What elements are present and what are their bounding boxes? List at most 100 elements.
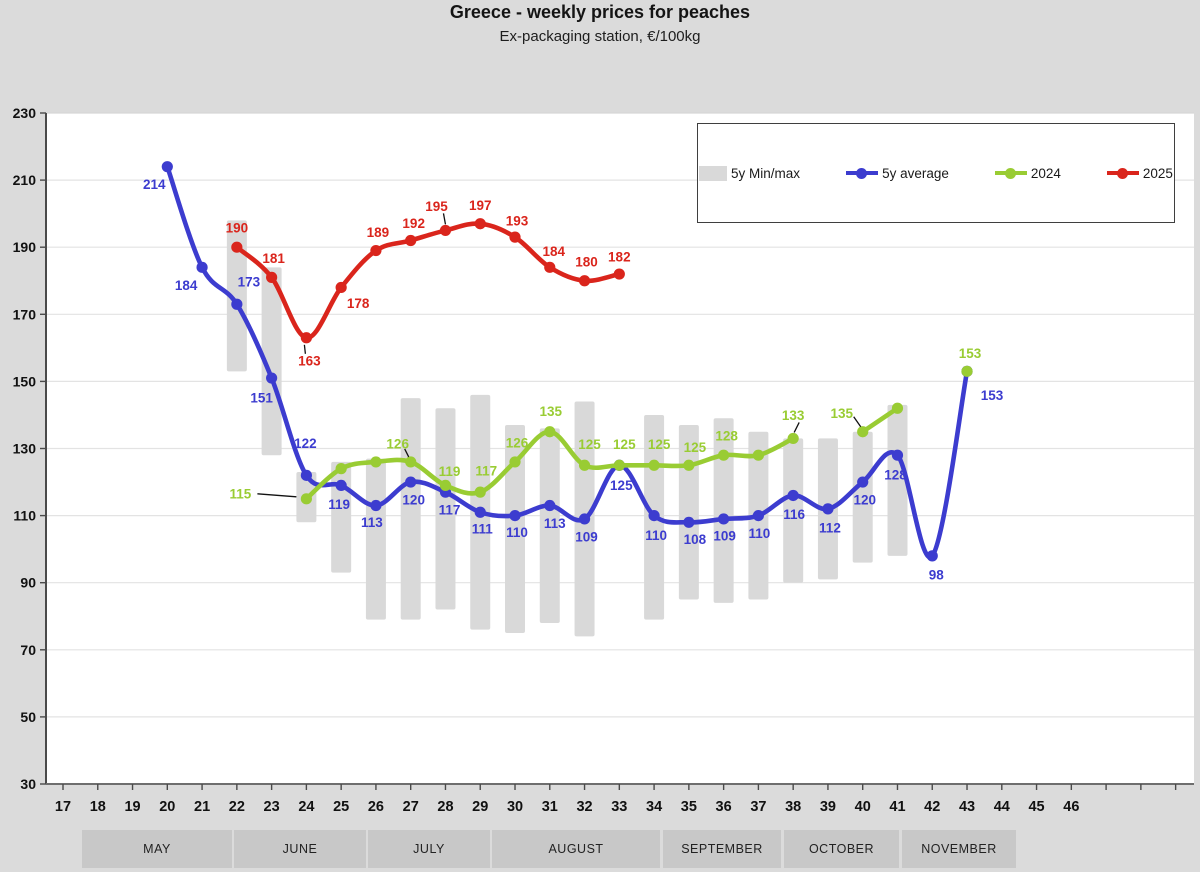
month-label-august: AUGUST [548, 842, 603, 856]
minmax-bar [261, 267, 282, 456]
data-label-5y-average-w41: 128 [884, 468, 907, 483]
data-point-5y-average-w22 [231, 298, 243, 310]
data-point-5y-average-w21 [196, 261, 208, 273]
label-leader-2025-w28 [442, 213, 447, 225]
label-leader-2024-w27 [404, 448, 410, 458]
y-axis-label: 70 [20, 642, 36, 658]
x-axis-label: 23 [264, 799, 280, 815]
legend-item-5y-min-max: 5y Min/max [699, 165, 801, 181]
x-axis-label: 36 [716, 799, 732, 815]
y-axis-label: 150 [13, 373, 37, 389]
data-point-5y-average-w24 [300, 469, 312, 481]
x-axis-label: 35 [681, 799, 697, 815]
x-axis-label: 24 [298, 799, 314, 815]
data-label-5y-average-w28: 117 [439, 503, 461, 518]
month-band-may [82, 830, 232, 868]
data-point-2024-w31 [544, 426, 556, 438]
label-leader-2024-w38 [793, 422, 800, 433]
data-point-2025-w22 [231, 241, 243, 253]
data-label-2024-w33: 125 [613, 437, 636, 452]
data-label-5y-average-w36: 109 [713, 528, 736, 543]
data-point-2024-w41 [891, 402, 904, 414]
chart-title: Greece - weekly prices for peaches [449, 2, 751, 22]
data-label-2024-w35: 125 [684, 440, 707, 455]
data-label-5y-average-w42: 98 [929, 567, 945, 582]
data-point-2024-w34 [648, 459, 660, 471]
x-axis-label: 29 [472, 799, 488, 815]
minmax-bar [783, 438, 804, 583]
data-point-2024-w37 [752, 449, 765, 461]
data-point-5y-average-w32 [578, 513, 591, 525]
y-axis-label: 90 [20, 575, 36, 591]
x-axis-label: 42 [924, 799, 940, 815]
data-point-2024-w28 [439, 479, 452, 492]
data-point-2025-w24 [300, 332, 312, 344]
legend-label: 5y Min/max [731, 165, 801, 181]
data-label-2025-w26: 189 [367, 225, 390, 240]
data-point-2024-w26 [370, 456, 382, 468]
x-axis-label: 39 [820, 799, 836, 815]
month-band-september [663, 830, 781, 868]
minmax-bar [365, 458, 386, 620]
legend-swatch-line [1106, 167, 1139, 179]
legend-item-5y-average: 5y average [846, 166, 949, 181]
data-label-2025-w30: 193 [506, 214, 529, 229]
data-point-5y-average-w25 [335, 479, 347, 492]
legend-swatch-dot [1116, 167, 1128, 179]
minmax-bar [713, 418, 734, 603]
month-band-july [368, 830, 490, 868]
x-axis-label: 44 [994, 799, 1010, 815]
data-label-5y-average-w23: 151 [250, 391, 273, 406]
x-axis-label: 41 [889, 799, 905, 815]
data-label-2025-w23: 181 [262, 251, 285, 266]
data-point-2025-w28 [439, 224, 452, 237]
minmax-bar [852, 431, 873, 563]
minmax-bar [539, 428, 560, 623]
x-axis-label: 46 [1063, 799, 1079, 815]
data-point-5y-average-w23 [266, 372, 278, 384]
chart-legend: 5y Min/max 5y average 2024 2025 [697, 123, 1175, 223]
data-point-5y-average-w42 [926, 550, 938, 562]
month-label-september: SEPTEMBER [681, 842, 763, 856]
month-label-november: NOVEMBER [921, 842, 997, 856]
legend-label: 5y average [882, 165, 949, 181]
x-axis-label: 26 [368, 799, 384, 815]
label-leader-2024-w40 [853, 416, 862, 428]
data-label-2024-w38: 133 [782, 408, 805, 423]
x-axis-label: 31 [542, 799, 558, 815]
data-label-5y-average-w35: 108 [684, 532, 707, 547]
data-label-5y-average-w34: 110 [645, 528, 667, 543]
data-point-2024-w36 [718, 449, 730, 461]
data-label-5y-average-w31: 113 [544, 516, 566, 531]
month-label-july: JULY [413, 842, 445, 856]
minmax-bar [505, 425, 526, 634]
month-label-june: JUNE [283, 842, 318, 856]
x-axis-label: 27 [403, 799, 419, 815]
minmax-bar [400, 398, 421, 620]
data-point-2024-w30 [509, 456, 521, 468]
x-axis-label: 38 [785, 799, 801, 815]
legend-swatch-line [994, 167, 1027, 179]
data-label-2024-w28: 119 [439, 464, 461, 479]
minmax-bar [331, 461, 352, 573]
month-band-november [902, 830, 1016, 868]
x-axis-label: 17 [55, 799, 71, 815]
x-axis-label: 40 [855, 799, 871, 815]
data-label-2024-w43: 153 [959, 346, 982, 361]
data-point-2025-w31 [544, 261, 556, 273]
data-label-5y-average-w38: 116 [783, 507, 805, 522]
y-axis-label: 130 [13, 441, 37, 457]
data-point-5y-average-w27 [405, 476, 417, 488]
data-label-5y-average-w43: 153 [981, 388, 1004, 403]
chart-subtitle: Ex-packaging station, €/100kg [499, 28, 701, 45]
data-label-5y-average-w27: 120 [402, 493, 425, 508]
data-label-5y-average-w40: 120 [853, 493, 876, 508]
data-point-5y-average-w34 [648, 509, 660, 522]
data-label-5y-average-w29: 111 [472, 522, 494, 537]
data-label-2024-w29: 117 [475, 464, 497, 479]
data-point-2025-w27 [405, 234, 417, 247]
data-point-2024-w43 [961, 365, 973, 377]
minmax-bar [226, 220, 247, 372]
series-line-2024 [860, 405, 900, 435]
x-axis-label: 28 [437, 799, 453, 815]
